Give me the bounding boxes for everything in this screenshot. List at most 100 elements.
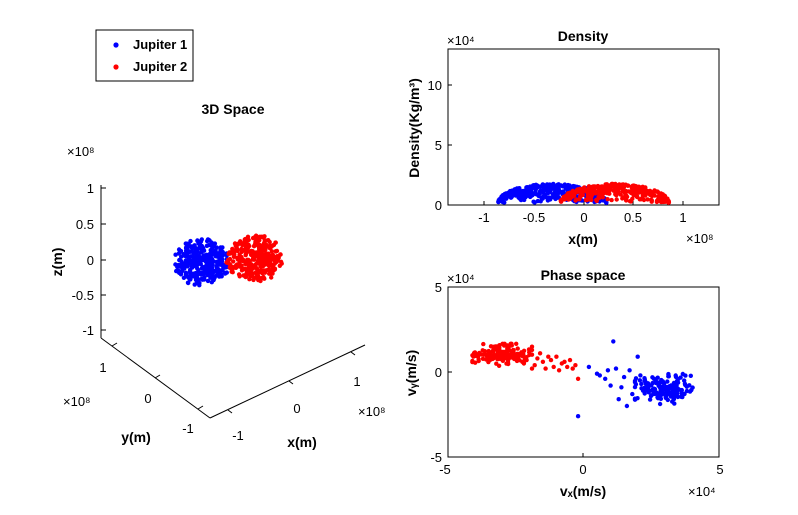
point-3d: [268, 268, 273, 273]
phase-point: [682, 381, 688, 386]
point-3d: [273, 240, 278, 245]
phase-point: [688, 373, 693, 378]
phase-point: [535, 356, 540, 361]
phase-point: [624, 403, 630, 409]
phase-point: [529, 366, 535, 371]
point-3d: [210, 245, 215, 251]
density-point: [595, 183, 601, 189]
density-point: [499, 194, 504, 199]
point-3d: [255, 258, 260, 264]
phase-point: [515, 346, 520, 351]
phase-y-exponent: ×10⁴: [447, 271, 475, 286]
density-point: [583, 197, 589, 203]
phase-y-tick-label: 0: [435, 365, 442, 380]
phase-point: [495, 356, 500, 362]
density-point: [614, 197, 619, 202]
phase-y-tick-label: -5: [430, 450, 442, 465]
phase-point: [496, 363, 502, 368]
point-3d: [186, 275, 191, 280]
chart-phase-space: Phase space ×10⁴ 5 0 -5 -5 0 5 ×10⁴ vₓ(m…: [403, 267, 724, 499]
phase-point: [619, 385, 624, 390]
point-3d: [278, 259, 284, 264]
density-point: [504, 191, 510, 197]
legend[interactable]: Jupiter 1 Jupiter 2: [95, 29, 194, 82]
x-tick-label: 0: [293, 401, 300, 416]
legend-label-jupiter-1: Jupiter 1: [133, 37, 187, 52]
point-3d: [198, 245, 203, 251]
density-point: [574, 197, 579, 202]
point-3d: [260, 271, 265, 276]
y-tick-label: 1: [99, 360, 106, 375]
phase-point: [655, 375, 660, 380]
point-3d: [183, 241, 188, 246]
density-point: [625, 183, 631, 188]
phase-x-tick-label: -5: [439, 462, 451, 477]
density-point: [622, 191, 628, 196]
phase-point: [666, 374, 671, 379]
phase-point: [684, 388, 690, 394]
phase-point: [565, 364, 570, 370]
point-3d: [270, 243, 275, 248]
point-3d: [255, 275, 260, 281]
density-point: [601, 185, 606, 191]
legend-marker-jupiter-1: [113, 42, 119, 48]
density-point: [615, 185, 620, 190]
phase-point: [647, 397, 653, 402]
point-3d: [196, 241, 201, 246]
density-point: [597, 195, 602, 201]
phase-point: [603, 376, 608, 381]
phase-point: [664, 384, 669, 390]
density-point: [576, 189, 581, 194]
point-3d: [219, 261, 224, 267]
density-point: [520, 193, 526, 199]
density-point: [631, 193, 636, 198]
phase-point: [586, 364, 592, 370]
point-3d: [254, 265, 259, 271]
x-tick-label: -1: [232, 428, 244, 443]
phase-point: [473, 351, 478, 356]
point-3d: [271, 268, 276, 273]
point-3d: [246, 237, 251, 243]
point-3d: [263, 242, 269, 248]
x-tick-mark: [350, 351, 356, 356]
density-x-exponent: ×10⁸: [686, 231, 714, 246]
density-point: [666, 200, 671, 205]
y-tick-label: 0: [144, 391, 151, 406]
density-point: [624, 197, 629, 203]
phase-point: [651, 376, 657, 381]
density-point: [566, 197, 571, 202]
point-3d: [250, 235, 256, 241]
point-3d: [237, 252, 242, 257]
legend-marker-jupiter-2: [113, 64, 119, 70]
density-point: [607, 183, 612, 189]
phase-point: [521, 361, 527, 366]
point-3d: [260, 234, 265, 239]
density-point: [661, 194, 666, 199]
phase-point: [676, 387, 682, 392]
phase-point: [635, 354, 640, 359]
point-3d: [269, 249, 275, 254]
density-point: [648, 190, 654, 196]
density-point: [537, 184, 543, 189]
phase-point: [649, 383, 654, 388]
density-point: [533, 187, 538, 192]
density-point: [649, 198, 654, 203]
density-point: [545, 184, 550, 190]
phase-point: [490, 348, 496, 353]
y-axis-label: y(m): [121, 429, 151, 445]
points-3d: [173, 233, 284, 288]
point-3d: [262, 253, 267, 258]
density-point: [530, 183, 536, 188]
x-tick-mark: [288, 380, 294, 385]
phase-point: [638, 373, 643, 378]
phase-y-axis-label: vᵧ(m/s): [403, 350, 419, 396]
density-point: [643, 191, 649, 196]
point-3d: [192, 259, 198, 264]
phase-point: [659, 392, 664, 398]
phase-point: [570, 366, 575, 371]
density-point: [510, 190, 515, 195]
point-3d: [182, 253, 187, 258]
density-y-tick-label: 10: [428, 78, 442, 93]
x-ticks: -1 0 1: [227, 351, 361, 443]
point-3d: [207, 258, 212, 263]
